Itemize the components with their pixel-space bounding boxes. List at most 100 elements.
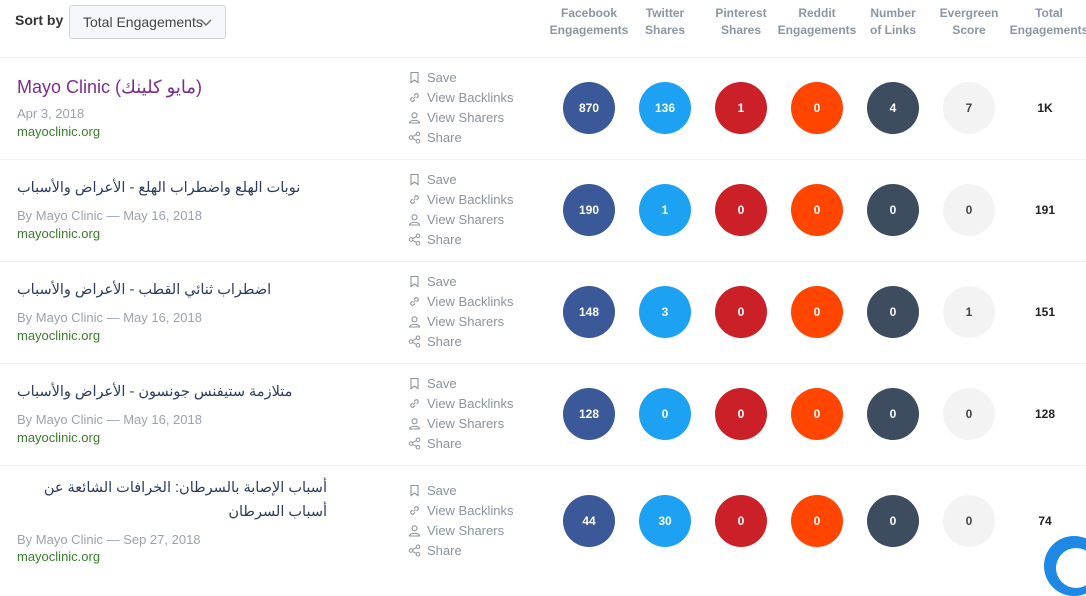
view-backlinks-button[interactable]: View Backlinks — [408, 87, 548, 107]
column-header-line: Shares — [644, 23, 686, 37]
view-backlinks-button[interactable]: View Backlinks — [408, 189, 548, 209]
share-button[interactable]: Share — [408, 540, 548, 560]
total-engagements-value: 191 — [1034, 203, 1056, 217]
view-sharers-button[interactable]: View Sharers — [408, 311, 548, 331]
user-icon — [408, 315, 421, 328]
bookmark-icon — [410, 71, 419, 84]
link-icon — [410, 505, 419, 515]
share-label: Share — [427, 231, 462, 247]
view-sharers-label: View Sharers — [427, 211, 505, 227]
share-button[interactable]: Share — [408, 331, 548, 351]
article-domain[interactable]: mayoclinic.org — [17, 226, 101, 241]
evergreen-score-badge: 0 — [943, 184, 995, 236]
share-label: Share — [427, 129, 462, 145]
number-of-links-badge[interactable]: 4 — [867, 82, 919, 134]
article-domain[interactable]: mayoclinic.org — [17, 328, 101, 343]
view-backlinks-label: View Backlinks — [427, 191, 514, 207]
pinterest-shares-badge: 0 — [715, 286, 767, 338]
number-of-links-badge[interactable]: 0 — [867, 388, 919, 440]
row-actions: Save View Backlinks View Sharers Share — [408, 373, 548, 453]
bookmark-icon — [410, 173, 419, 186]
share-button[interactable]: Share — [408, 229, 548, 249]
total-engagements-value: 1K — [1037, 101, 1053, 115]
facebook-engagements-badge: 190 — [563, 184, 615, 236]
column-header-line: Pinterest — [715, 6, 767, 20]
article-meta: By Mayo Clinic — May 16, 2018 — [17, 412, 202, 427]
article-title[interactable]: أسباب الإصابة بالسرطان: الخرافات الشائعة… — [43, 480, 327, 520]
column-header-links[interactable]: Number of Links — [851, 5, 935, 39]
twitter-shares-badge: 1 — [639, 184, 691, 236]
column-header-evergreen[interactable]: Evergreen Score — [927, 5, 1011, 39]
share-icon — [408, 335, 421, 347]
column-header-line: Engagements — [549, 23, 629, 37]
link-icon — [410, 92, 419, 102]
bookmark-icon — [410, 484, 419, 497]
result-row: أسباب الإصابة بالسرطان: الخرافات الشائعة… — [0, 465, 1086, 568]
pinterest-shares-badge: 1 — [715, 82, 767, 134]
view-backlinks-label: View Backlinks — [427, 502, 514, 518]
facebook-engagements-badge: 148 — [563, 286, 615, 338]
column-header-line: Reddit — [798, 6, 836, 20]
column-header-line: Evergreen — [939, 6, 999, 20]
chevron-down-icon — [200, 19, 212, 26]
view-sharers-label: View Sharers — [427, 415, 505, 431]
share-button[interactable]: Share — [408, 433, 548, 453]
column-header-facebook[interactable]: Facebook Engagements — [547, 5, 631, 39]
column-header-line: Engagements — [777, 23, 857, 37]
save-label: Save — [427, 69, 457, 85]
result-row: اضطراب ثنائي القطب - الأعراض والأسباب By… — [0, 261, 1086, 364]
view-backlinks-button[interactable]: View Backlinks — [408, 291, 548, 311]
view-sharers-label: View Sharers — [427, 522, 505, 538]
share-label: Share — [427, 542, 462, 558]
column-header-twitter[interactable]: Twitter Shares — [623, 5, 707, 39]
save-button[interactable]: Save — [408, 271, 548, 291]
view-sharers-button[interactable]: View Sharers — [408, 107, 548, 127]
save-button[interactable]: Save — [408, 373, 548, 393]
row-actions: Save View Backlinks View Sharers Share — [408, 169, 548, 249]
share-icon — [408, 233, 421, 245]
view-sharers-button[interactable]: View Sharers — [408, 209, 548, 229]
sort-by-label: Sort by — [15, 12, 64, 28]
article-domain[interactable]: mayoclinic.org — [17, 124, 101, 139]
pinterest-shares-badge: 0 — [715, 184, 767, 236]
article-title[interactable]: نوبات الهلع واضطراب الهلع - الأعراض والأ… — [17, 180, 301, 196]
facebook-engagements-badge: 44 — [563, 495, 615, 547]
twitter-shares-badge: 136 — [639, 82, 691, 134]
result-row: متلازمة ستيفنس جونسون - الأعراض والأسباب… — [0, 363, 1086, 466]
view-backlinks-button[interactable]: View Backlinks — [408, 500, 548, 520]
column-header-pinterest[interactable]: Pinterest Shares — [699, 5, 783, 39]
column-header-reddit[interactable]: Reddit Engagements — [775, 5, 859, 39]
share-icon — [408, 131, 421, 143]
row-actions: Save View Backlinks View Sharers Share — [408, 271, 548, 351]
reddit-engagements-badge: 0 — [791, 388, 843, 440]
article-title[interactable]: Mayo Clinic (مايو كلينك) — [17, 77, 203, 97]
result-row: نوبات الهلع واضطراب الهلع - الأعراض والأ… — [0, 159, 1086, 262]
view-backlinks-label: View Backlinks — [427, 89, 514, 105]
column-header-total[interactable]: Total Engagements — [1004, 5, 1086, 39]
sort-select[interactable]: Total Engagements — [69, 5, 226, 39]
share-button[interactable]: Share — [408, 127, 548, 147]
twitter-shares-badge: 0 — [639, 388, 691, 440]
article-title[interactable]: متلازمة ستيفنس جونسون - الأعراض والأسباب — [17, 384, 293, 400]
number-of-links-badge[interactable]: 0 — [867, 495, 919, 547]
save-button[interactable]: Save — [408, 67, 548, 87]
save-button[interactable]: Save — [408, 480, 548, 500]
link-icon — [410, 398, 419, 408]
evergreen-score-badge: 7 — [943, 82, 995, 134]
article-title[interactable]: اضطراب ثنائي القطب - الأعراض والأسباب — [17, 282, 272, 298]
column-header-line: Shares — [720, 23, 762, 37]
view-sharers-button[interactable]: View Sharers — [408, 520, 548, 540]
article-domain[interactable]: mayoclinic.org — [17, 549, 101, 564]
user-icon — [408, 417, 421, 430]
save-button[interactable]: Save — [408, 169, 548, 189]
article-meta: By Mayo Clinic — May 16, 2018 — [17, 208, 202, 223]
number-of-links-badge[interactable]: 0 — [867, 286, 919, 338]
article-domain[interactable]: mayoclinic.org — [17, 430, 101, 445]
column-header-line: Score — [952, 23, 986, 37]
number-of-links-badge[interactable]: 0 — [867, 184, 919, 236]
view-sharers-button[interactable]: View Sharers — [408, 413, 548, 433]
evergreen-score-badge: 1 — [943, 286, 995, 338]
pinterest-shares-badge: 0 — [715, 495, 767, 547]
reddit-engagements-badge: 0 — [791, 286, 843, 338]
view-backlinks-button[interactable]: View Backlinks — [408, 393, 548, 413]
